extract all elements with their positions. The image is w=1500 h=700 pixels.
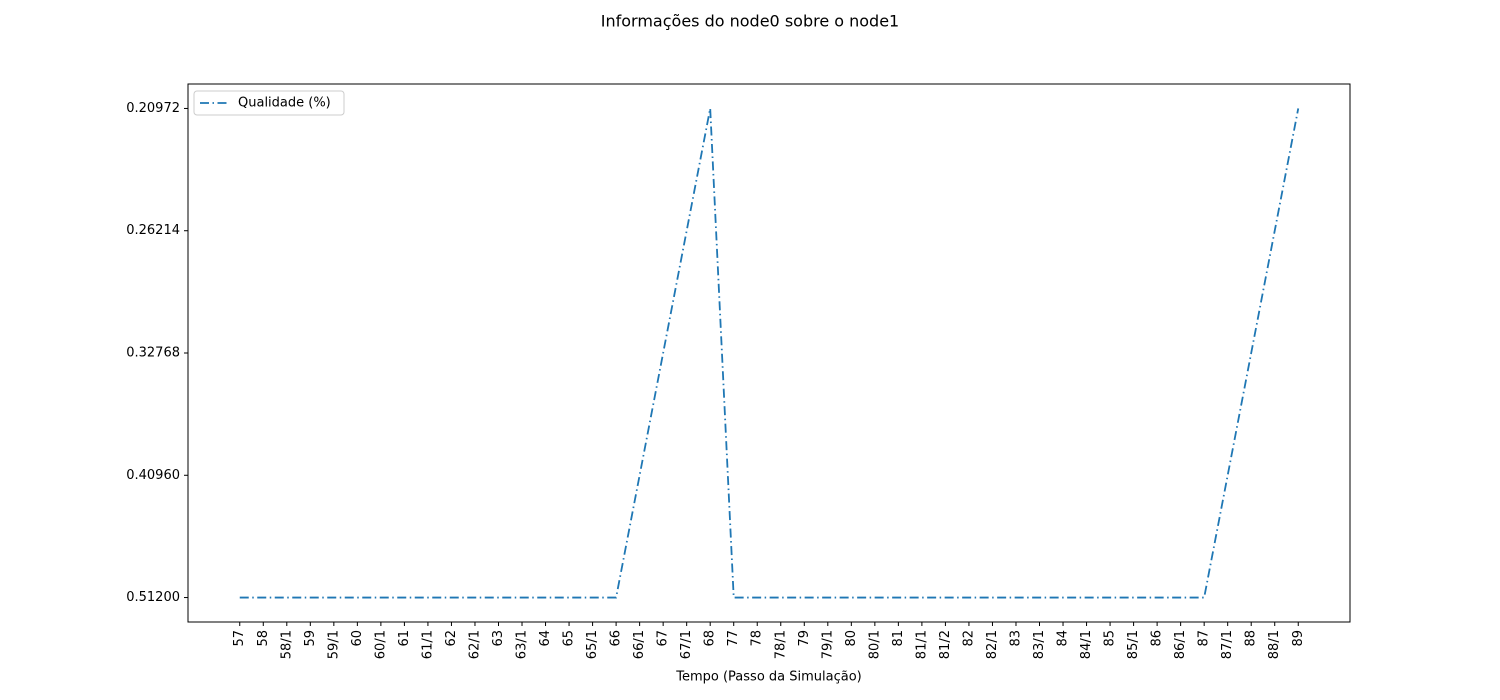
x-tick-label: 89 [1291, 630, 1306, 647]
x-tick-label: 67/1 [679, 630, 694, 659]
x-tick-label: 85/1 [1126, 630, 1141, 659]
x-tick-label: 66/1 [632, 630, 647, 659]
x-tick-label: 78 [750, 630, 765, 647]
x-tick-label: 88 [1244, 630, 1259, 647]
x-tick-label: 84 [1056, 630, 1071, 647]
x-tick-label: 82/1 [985, 630, 1000, 659]
x-tick-label: 61/1 [420, 630, 435, 659]
x-tick-label: 65/1 [585, 630, 600, 659]
x-tick-label: 81/1 [914, 630, 929, 659]
x-tick-label: 60 [350, 630, 365, 647]
y-tick-label: 0.40960 [126, 468, 180, 483]
x-tick-label: 87 [1197, 630, 1212, 647]
y-tick-label: 0.32768 [126, 346, 180, 361]
legend: Qualidade (%) [193, 90, 345, 116]
legend-label: Qualidade (%) [238, 96, 331, 111]
x-tick-label: 83 [1008, 630, 1023, 647]
x-tick-label: 66 [609, 630, 624, 647]
x-tick-label: 67 [656, 630, 671, 647]
x-tick-label: 62 [444, 630, 459, 647]
plot-frame [187, 83, 1351, 623]
x-tick-label: 79 [797, 630, 812, 647]
x-tick-label: 86/1 [1173, 630, 1188, 659]
data-line [239, 108, 1300, 599]
x-tick-label: 58/1 [279, 630, 294, 659]
x-tick-label: 83/1 [1032, 630, 1047, 659]
x-tick-label: 80 [844, 630, 859, 647]
x-axis-label: Tempo (Passo da Simulação) [675, 670, 862, 685]
x-tick-label: 81/2 [938, 630, 953, 659]
x-tick-label: 58 [256, 630, 271, 647]
x-tick-label: 79/1 [820, 630, 835, 659]
x-tick-label: 81 [891, 630, 906, 647]
x-tick-label: 77 [726, 630, 741, 647]
x-tick-label: 88/1 [1267, 630, 1282, 659]
x-tick-label: 78/1 [773, 630, 788, 659]
x-tick-label: 59/1 [326, 630, 341, 659]
legend-frame [193, 90, 345, 116]
x-tick-label: 59 [303, 630, 318, 647]
x-tick-label: 60/1 [373, 630, 388, 659]
x-tick-label: 64 [538, 630, 553, 647]
x-tick-label: 68 [703, 630, 718, 647]
x-tick-label: 80/1 [867, 630, 882, 659]
x-tick-label: 82 [961, 630, 976, 647]
x-tick-label: 85 [1103, 630, 1118, 647]
x-tick-label: 87/1 [1220, 630, 1235, 659]
y-tick-label: 0.20972 [126, 101, 180, 116]
x-tick-label: 84/1 [1079, 630, 1094, 659]
x-tick-label: 57 [232, 630, 247, 647]
y-tick-label: 0.26214 [126, 223, 180, 238]
x-tick-label: 62/1 [467, 630, 482, 659]
chart-title: Informações do node0 sobre o node1 [601, 12, 899, 31]
x-tick-label: 63/1 [515, 630, 530, 659]
x-tick-label: 65 [562, 630, 577, 647]
x-tick-label: 61 [397, 630, 412, 647]
y-tick-label: 0.51200 [126, 590, 180, 605]
x-tick-label: 86 [1150, 630, 1165, 647]
x-tick-label: 63 [491, 630, 506, 647]
